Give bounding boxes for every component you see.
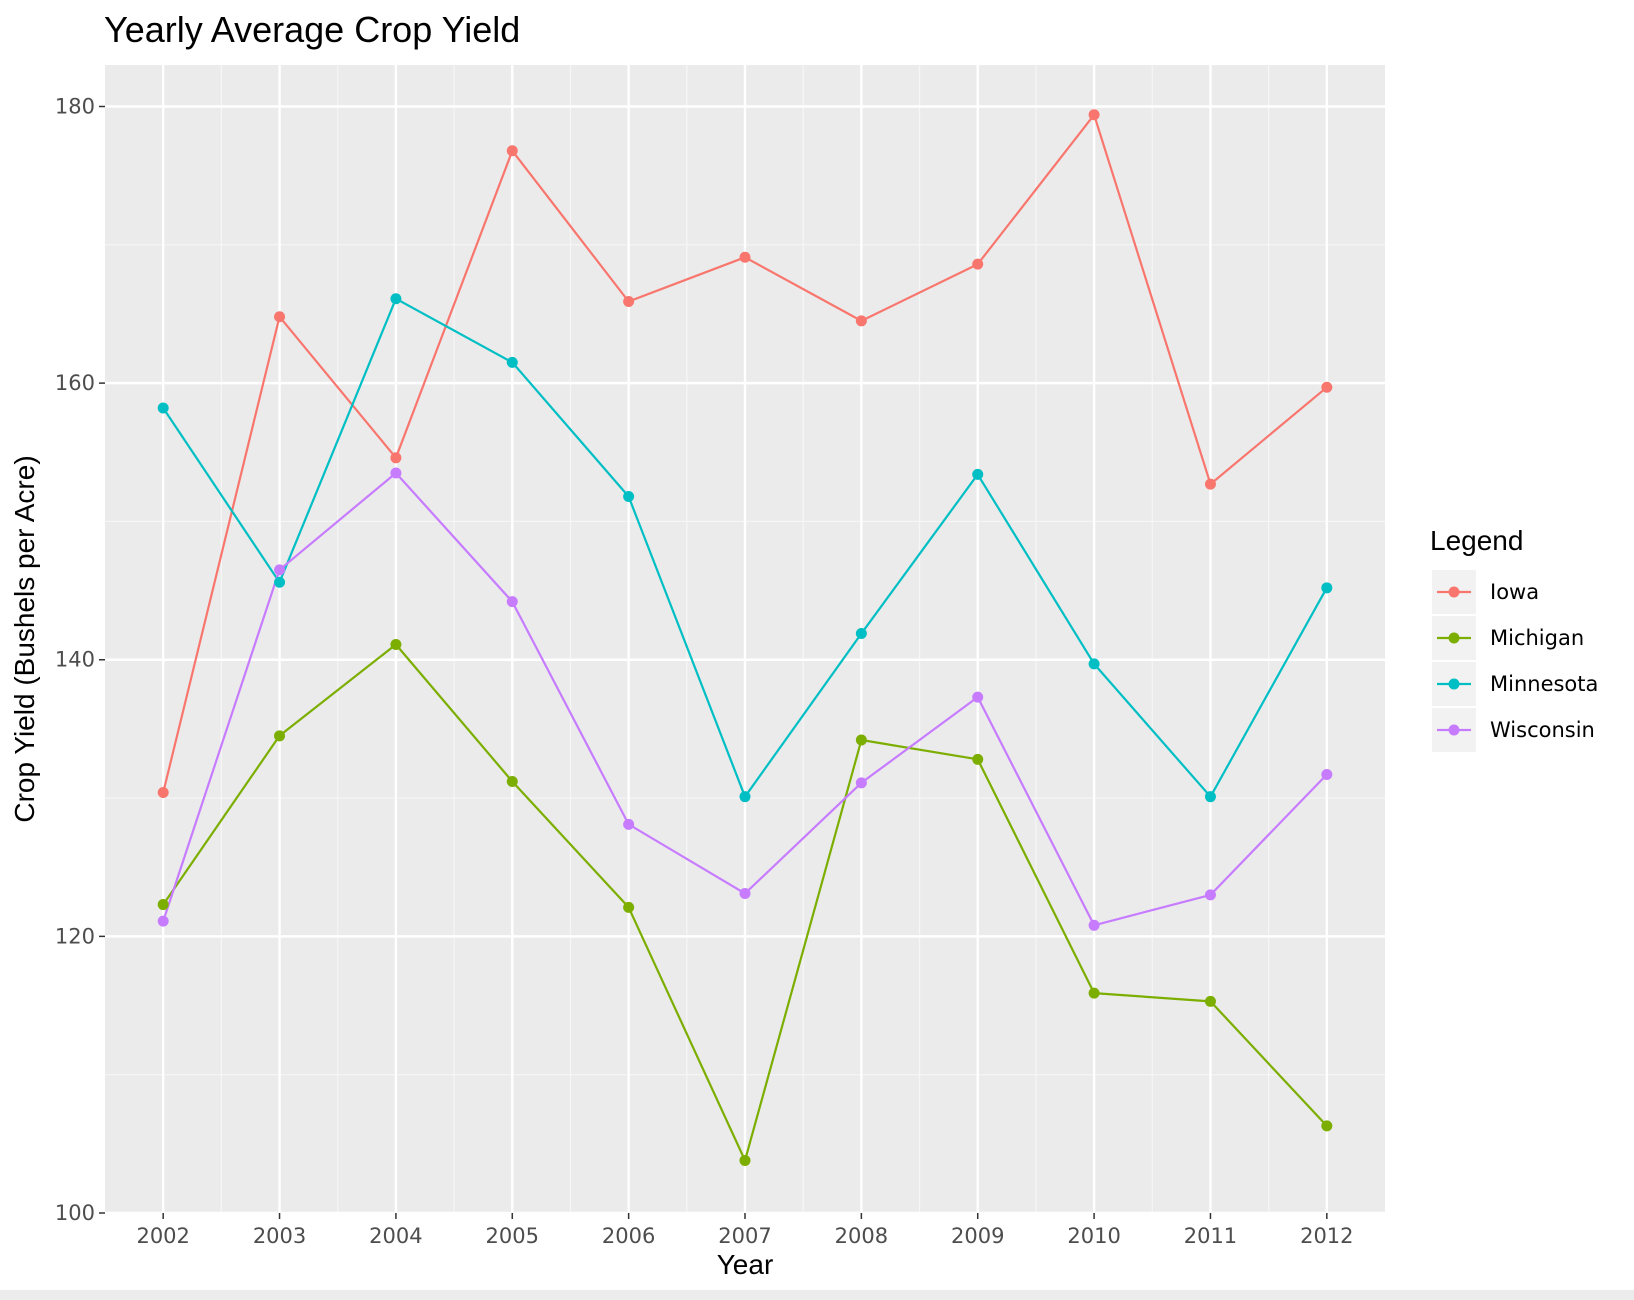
data-point-iowa [972,258,984,270]
data-point-iowa [157,787,169,799]
x-tick-label: 2003 [253,1224,306,1248]
data-point-minnesota [739,791,751,803]
data-point-michigan [157,899,169,911]
data-point-iowa [855,315,867,327]
data-point-michigan [274,730,286,742]
plot-panel [105,65,1385,1215]
x-tick-label: 2004 [369,1224,422,1248]
chart-title: Yearly Average Crop Yield [104,9,520,50]
data-point-michigan [623,901,635,913]
x-tick-label: 2008 [835,1224,888,1248]
x-tick-label: 2006 [602,1224,655,1248]
legend-key-point-iowa [1448,586,1460,598]
y-tick-label: 120 [55,924,95,948]
data-point-michigan [739,1154,751,1166]
legend-label-michigan: Michigan [1490,626,1584,650]
legend-label-minnesota: Minnesota [1490,672,1598,696]
data-point-michigan [1321,1120,1333,1132]
data-point-minnesota [1088,658,1100,670]
data-point-michigan [390,639,402,651]
data-point-wisconsin [972,691,984,703]
y-axis: 100 120 140 160 180 [55,94,105,1225]
data-point-wisconsin [506,596,518,608]
legend-title: Legend [1430,525,1523,556]
data-point-iowa [739,251,751,263]
data-point-minnesota [157,402,169,414]
legend: Legend Iowa Michigan Minnesota Wisconsin [1430,525,1598,752]
data-point-wisconsin [623,818,635,830]
data-point-iowa [1321,381,1333,393]
x-tick-label: 2010 [1067,1224,1120,1248]
data-point-wisconsin [390,467,402,479]
y-axis-title: Crop Yield (Bushels per Acre) [9,455,40,822]
data-point-minnesota [274,576,286,588]
data-point-wisconsin [739,887,751,899]
data-point-minnesota [855,627,867,639]
data-point-wisconsin [157,915,169,927]
x-tick-label: 2007 [718,1224,771,1248]
data-point-michigan [972,753,984,765]
data-point-iowa [274,311,286,323]
x-tick-label: 2011 [1184,1224,1237,1248]
data-point-minnesota [1321,582,1333,594]
data-point-michigan [1204,995,1216,1007]
minor-gridlines [105,65,1385,1213]
legend-key-point-minnesota [1448,678,1460,690]
data-point-michigan [1088,987,1100,999]
legend-label-wisconsin: Wisconsin [1490,718,1595,742]
y-tick-label: 140 [55,648,95,672]
bottom-strip [0,1290,1634,1300]
data-point-minnesota [390,293,402,305]
legend-key-point-michigan [1448,632,1460,644]
data-point-minnesota [506,356,518,368]
y-tick-label: 100 [55,1201,95,1225]
legend-key-point-wisconsin [1448,724,1460,736]
x-axis-title: Year [717,1249,774,1280]
x-tick-label: 2002 [136,1224,189,1248]
data-point-wisconsin [1204,889,1216,901]
data-point-wisconsin [1088,919,1100,931]
data-point-iowa [623,296,635,308]
data-point-minnesota [623,491,635,503]
legend-label-iowa: Iowa [1490,580,1539,604]
legend-keys: Iowa Michigan Minnesota Wisconsin [1432,570,1598,752]
data-point-wisconsin [855,777,867,789]
data-point-michigan [506,775,518,787]
data-point-michigan [855,734,867,746]
data-point-iowa [390,452,402,464]
data-point-wisconsin [1321,769,1333,781]
data-point-iowa [1204,478,1216,490]
x-axis: 2002 2003 2004 2005 2006 2007 2008 2009 2010 2011… [136,1213,1354,1248]
data-point-wisconsin [274,564,286,576]
data-point-iowa [1088,109,1100,121]
series-points [157,109,1333,1166]
x-tick-label: 2005 [486,1224,539,1248]
y-tick-label: 180 [55,94,95,118]
data-point-iowa [506,145,518,157]
y-tick-label: 160 [55,371,95,395]
x-tick-label: 2009 [951,1224,1004,1248]
x-tick-label: 2012 [1300,1224,1353,1248]
data-point-minnesota [972,468,984,480]
data-point-minnesota [1204,791,1216,803]
